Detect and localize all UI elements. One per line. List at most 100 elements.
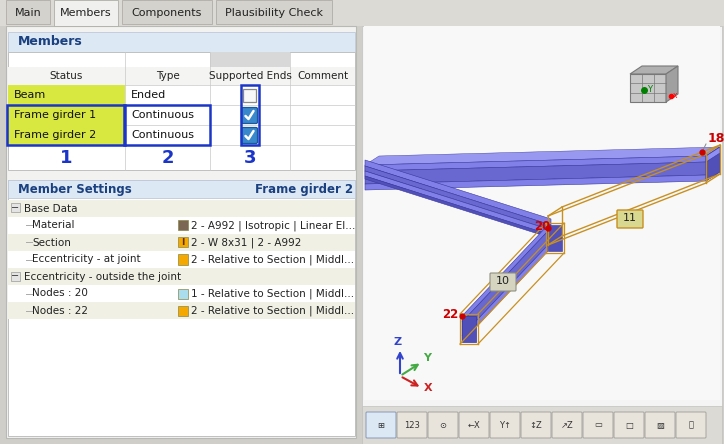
Text: −: − xyxy=(12,203,20,213)
FancyBboxPatch shape xyxy=(8,302,355,319)
Text: Members: Members xyxy=(18,36,83,48)
FancyBboxPatch shape xyxy=(210,52,290,67)
Text: Continuous: Continuous xyxy=(131,110,194,120)
Text: ↕Z: ↕Z xyxy=(530,420,542,429)
Text: 2 - Relative to Section | Middl...: 2 - Relative to Section | Middl... xyxy=(191,254,354,265)
FancyBboxPatch shape xyxy=(242,107,258,123)
FancyBboxPatch shape xyxy=(8,234,355,251)
Text: X: X xyxy=(424,383,433,393)
Polygon shape xyxy=(462,245,548,342)
FancyBboxPatch shape xyxy=(428,412,458,438)
Text: 3: 3 xyxy=(244,149,256,167)
Text: 10: 10 xyxy=(496,276,510,286)
FancyBboxPatch shape xyxy=(8,85,125,105)
Polygon shape xyxy=(462,316,476,342)
FancyBboxPatch shape xyxy=(8,180,355,436)
Text: Y: Y xyxy=(647,86,652,95)
Polygon shape xyxy=(365,175,706,190)
Text: x: x xyxy=(673,91,677,100)
FancyBboxPatch shape xyxy=(8,217,355,234)
Text: ⊙: ⊙ xyxy=(439,420,447,429)
FancyBboxPatch shape xyxy=(8,52,355,170)
Polygon shape xyxy=(365,162,706,184)
FancyBboxPatch shape xyxy=(178,289,188,298)
FancyBboxPatch shape xyxy=(8,268,355,285)
Text: ↗Z: ↗Z xyxy=(560,420,573,429)
FancyBboxPatch shape xyxy=(178,238,188,247)
FancyBboxPatch shape xyxy=(617,210,643,228)
Text: 🔍: 🔍 xyxy=(689,420,694,429)
Text: Comment: Comment xyxy=(297,71,348,81)
Text: ←X: ←X xyxy=(468,420,481,429)
FancyBboxPatch shape xyxy=(242,127,258,143)
Text: 18: 18 xyxy=(708,132,724,145)
Text: −: − xyxy=(12,271,20,281)
Polygon shape xyxy=(365,160,551,225)
Text: Ended: Ended xyxy=(131,90,167,100)
FancyBboxPatch shape xyxy=(6,0,50,24)
FancyBboxPatch shape xyxy=(216,0,332,24)
FancyBboxPatch shape xyxy=(8,200,355,217)
Text: 2 - W 8x31 | 2 - A992: 2 - W 8x31 | 2 - A992 xyxy=(191,237,301,248)
FancyBboxPatch shape xyxy=(397,412,427,438)
Text: Beam: Beam xyxy=(14,90,46,100)
Text: Y↑: Y↑ xyxy=(499,420,511,429)
FancyBboxPatch shape xyxy=(490,412,520,438)
Text: Member Settings: Member Settings xyxy=(18,182,132,195)
Text: Base Data: Base Data xyxy=(24,203,77,214)
Text: Supported Ends: Supported Ends xyxy=(209,71,292,81)
Text: Frame girder 1: Frame girder 1 xyxy=(14,110,96,120)
Text: Eccentricity - outside the joint: Eccentricity - outside the joint xyxy=(24,271,181,281)
FancyBboxPatch shape xyxy=(11,271,20,281)
FancyBboxPatch shape xyxy=(676,412,706,438)
Text: Nodes : 20: Nodes : 20 xyxy=(32,289,88,298)
Text: Components: Components xyxy=(132,8,202,18)
Polygon shape xyxy=(462,225,548,322)
Text: Frame girder 2: Frame girder 2 xyxy=(14,130,96,140)
Text: Z: Z xyxy=(393,337,401,347)
Text: ▭: ▭ xyxy=(594,420,602,429)
Text: Section: Section xyxy=(32,238,71,247)
FancyBboxPatch shape xyxy=(364,26,720,400)
Text: Eccentricity - at joint: Eccentricity - at joint xyxy=(32,254,140,265)
Text: □: □ xyxy=(625,420,633,429)
Polygon shape xyxy=(365,156,706,171)
Polygon shape xyxy=(365,171,551,235)
FancyBboxPatch shape xyxy=(122,0,212,24)
FancyBboxPatch shape xyxy=(583,412,613,438)
Text: I: I xyxy=(181,238,185,247)
FancyBboxPatch shape xyxy=(362,406,722,444)
Polygon shape xyxy=(666,66,678,102)
Text: 123: 123 xyxy=(404,420,420,429)
FancyBboxPatch shape xyxy=(178,221,188,230)
Text: Nodes : 22: Nodes : 22 xyxy=(32,305,88,316)
Polygon shape xyxy=(630,66,678,74)
Text: Plausibility Check: Plausibility Check xyxy=(225,8,323,18)
Text: 22: 22 xyxy=(442,308,458,321)
Polygon shape xyxy=(706,147,720,181)
FancyBboxPatch shape xyxy=(8,180,355,198)
FancyBboxPatch shape xyxy=(614,412,644,438)
Polygon shape xyxy=(365,147,720,165)
FancyBboxPatch shape xyxy=(521,412,551,438)
FancyBboxPatch shape xyxy=(645,412,675,438)
FancyBboxPatch shape xyxy=(178,305,188,316)
Text: Main: Main xyxy=(14,8,41,18)
FancyBboxPatch shape xyxy=(366,412,396,438)
Text: Type: Type xyxy=(156,71,180,81)
Text: ▨: ▨ xyxy=(656,420,664,429)
Text: 2 - A992 | Isotropic | Linear El...: 2 - A992 | Isotropic | Linear El... xyxy=(191,220,355,231)
FancyBboxPatch shape xyxy=(8,251,355,268)
Polygon shape xyxy=(462,231,548,336)
FancyBboxPatch shape xyxy=(8,125,125,145)
FancyBboxPatch shape xyxy=(8,105,125,125)
Text: 1: 1 xyxy=(60,149,72,167)
FancyBboxPatch shape xyxy=(11,203,20,213)
Text: 2: 2 xyxy=(161,149,174,167)
Polygon shape xyxy=(548,225,562,251)
Polygon shape xyxy=(706,147,720,162)
FancyBboxPatch shape xyxy=(6,26,356,438)
FancyBboxPatch shape xyxy=(490,273,516,291)
Text: 2 - Relative to Section | Middl...: 2 - Relative to Section | Middl... xyxy=(191,305,354,316)
FancyBboxPatch shape xyxy=(362,26,722,438)
